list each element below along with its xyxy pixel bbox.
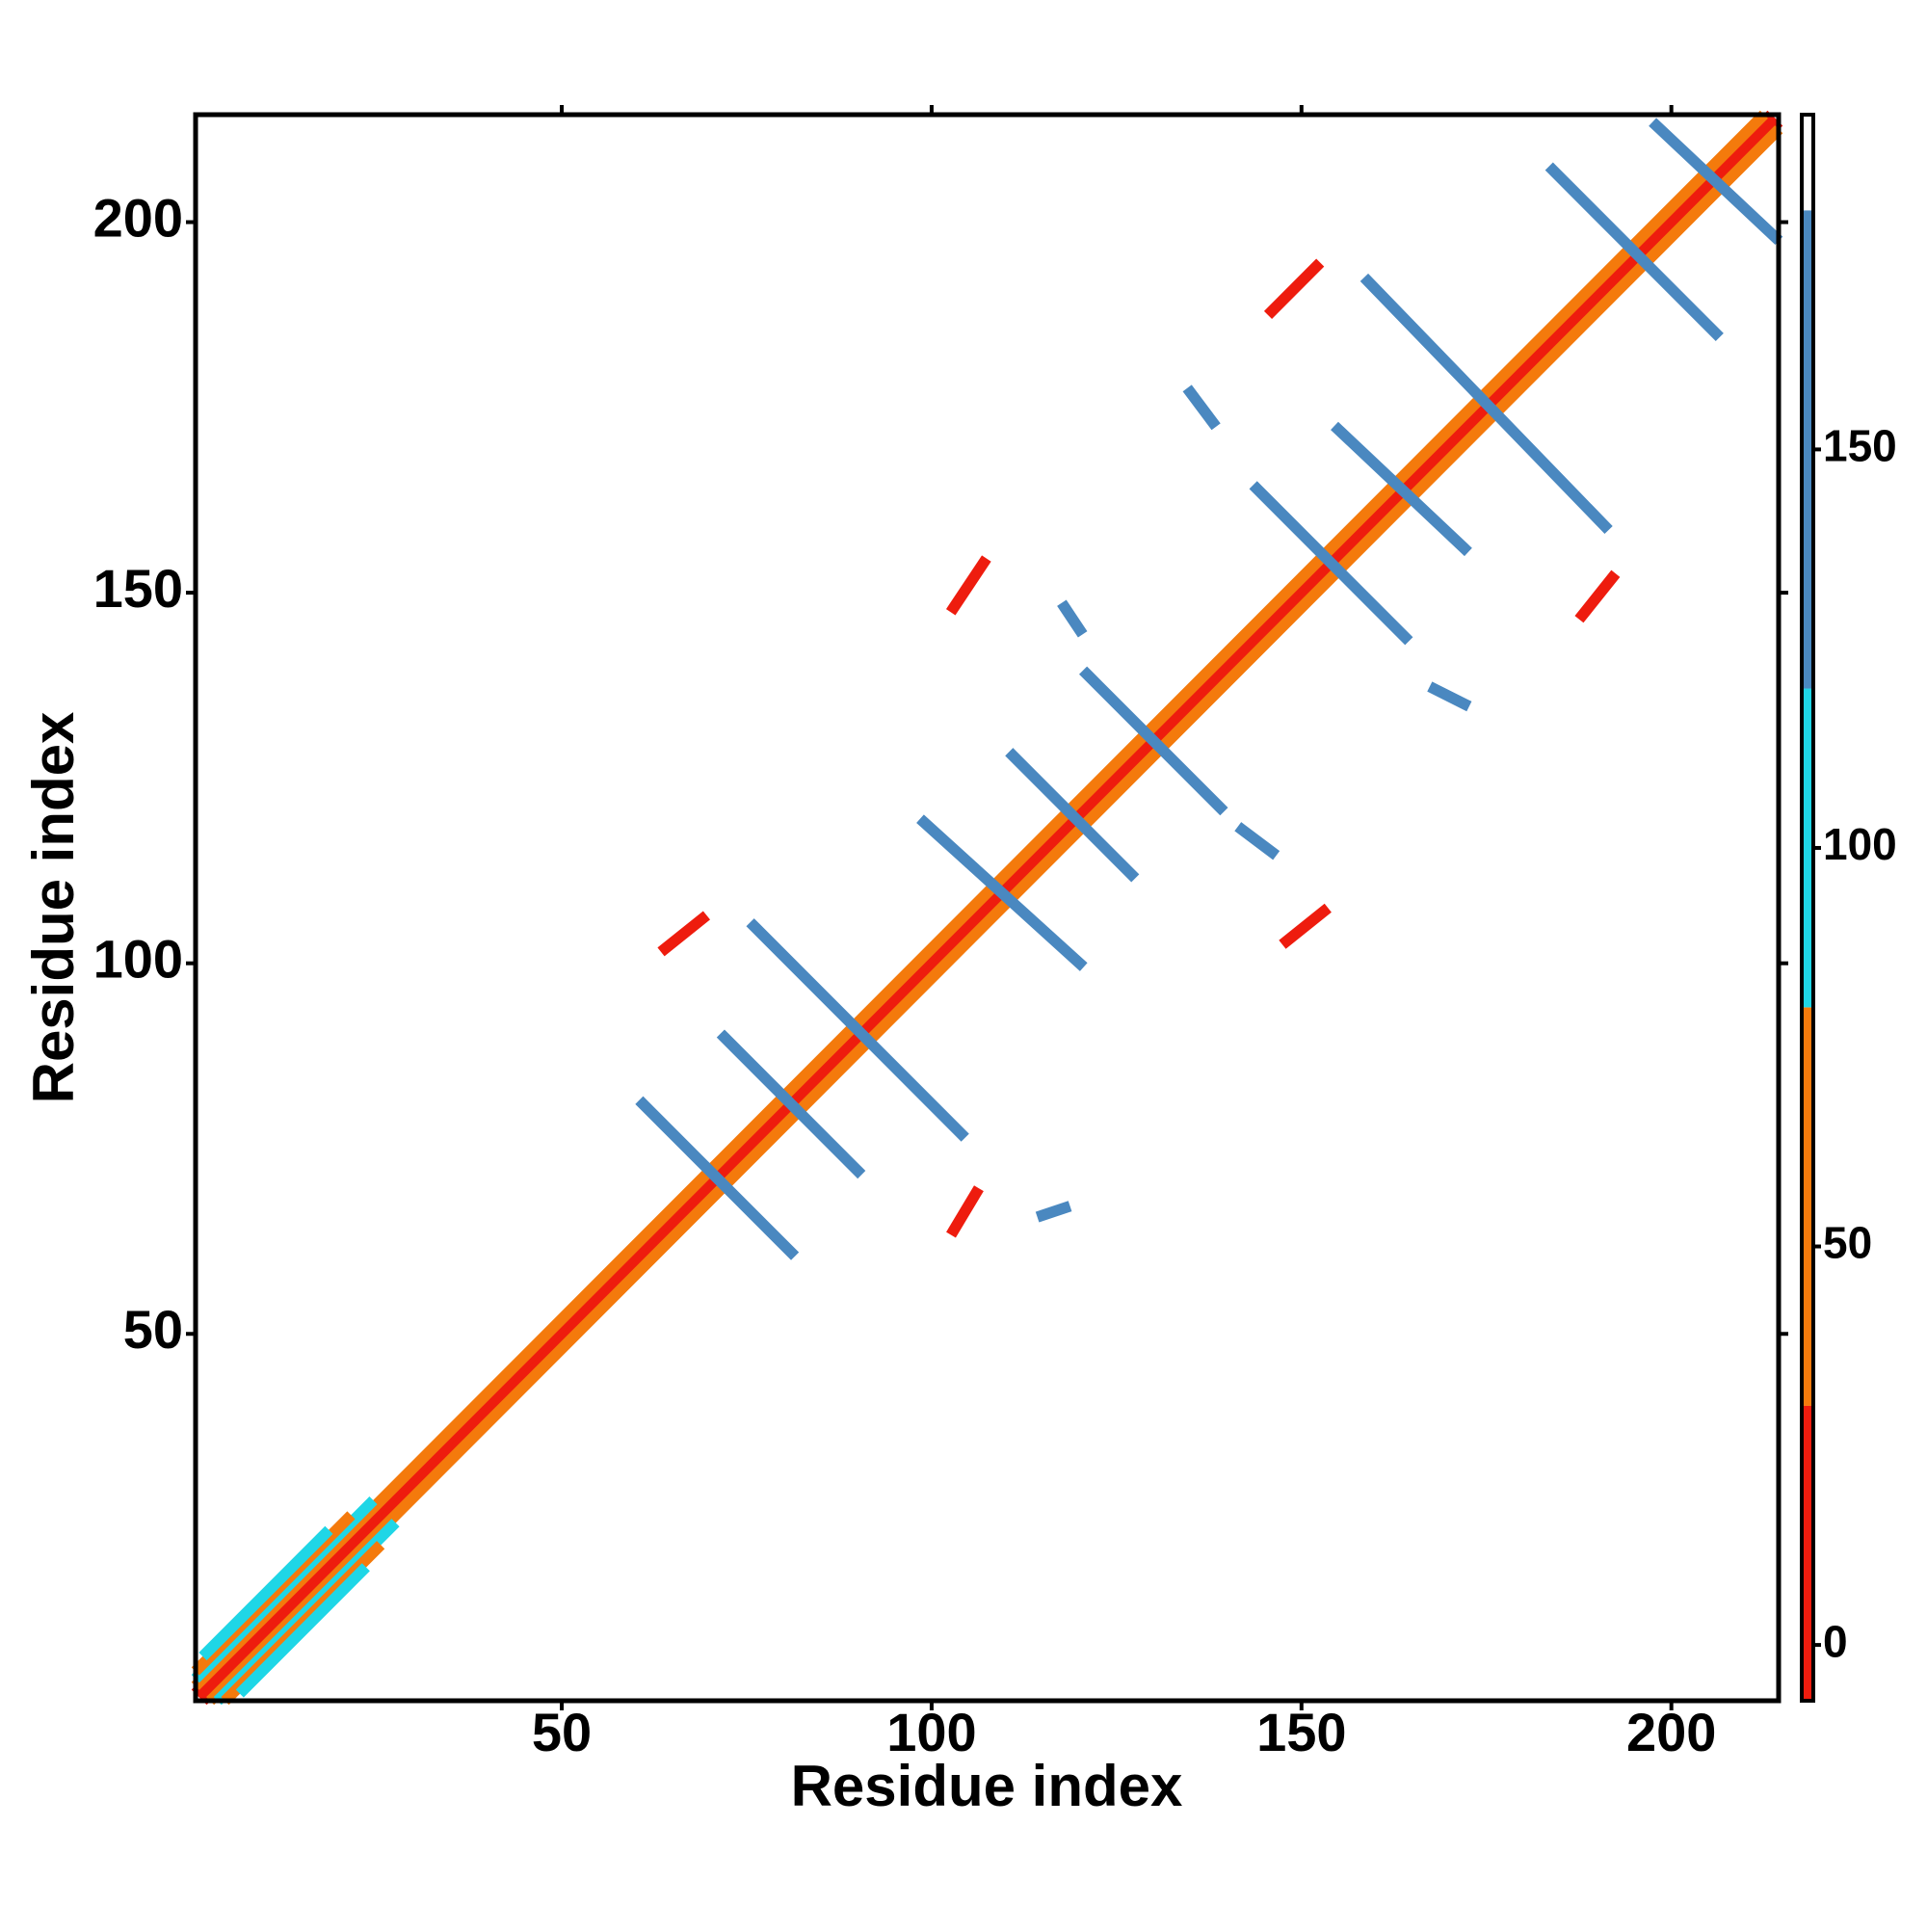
contact-segment bbox=[198, 1525, 333, 1661]
contact-segment bbox=[657, 911, 711, 957]
colorbar-bin bbox=[1802, 115, 1813, 211]
colorbar-frame bbox=[1800, 113, 1815, 1703]
colorbar-bin bbox=[1802, 1405, 1813, 1701]
contact-segment bbox=[946, 1185, 984, 1238]
contact-segment bbox=[1057, 599, 1088, 638]
contact-segment bbox=[1331, 421, 1472, 557]
contact-segment bbox=[1263, 258, 1325, 319]
x-tick-label: 50 bbox=[532, 1702, 592, 1762]
contact-segment bbox=[1005, 748, 1140, 883]
contact-segment bbox=[1249, 481, 1413, 646]
contact-segment bbox=[635, 1096, 800, 1260]
contact-segment bbox=[1544, 162, 1724, 342]
colorbar-bin bbox=[1802, 1007, 1813, 1406]
contact-segment bbox=[1234, 822, 1280, 860]
contact-segment bbox=[235, 1563, 370, 1698]
y-axis-label: Residue index bbox=[21, 712, 86, 1104]
colorbar-tick-label: 100 bbox=[1823, 819, 1897, 869]
y-tick-label: 50 bbox=[123, 1299, 183, 1360]
colorbar-tick-label: 50 bbox=[1823, 1218, 1872, 1268]
contact-segment bbox=[716, 1029, 866, 1179]
contact-segment bbox=[191, 110, 1768, 1690]
contact-segment bbox=[1427, 681, 1472, 712]
contact-segment bbox=[1279, 903, 1332, 949]
heatmap-cells bbox=[191, 110, 1783, 1706]
contact-segment bbox=[916, 814, 1088, 971]
contact-segment bbox=[1079, 666, 1228, 816]
contact-segment bbox=[1035, 1201, 1072, 1223]
contact-segment bbox=[945, 555, 991, 616]
contact-segment bbox=[1649, 118, 1783, 246]
y-tick-label: 100 bbox=[93, 928, 183, 989]
x-axis-label: Residue index bbox=[791, 1754, 1183, 1818]
colorbar-tick-label: 0 bbox=[1823, 1616, 1848, 1666]
x-tick-label: 100 bbox=[886, 1702, 976, 1762]
contact-segment bbox=[1574, 569, 1621, 623]
contact-segment bbox=[1182, 384, 1221, 431]
y-tick-label: 200 bbox=[93, 187, 183, 248]
x-tick-label: 200 bbox=[1626, 1702, 1716, 1762]
colorbar-tick-label: 150 bbox=[1823, 421, 1897, 471]
contact-segment bbox=[746, 918, 969, 1142]
contact-segment bbox=[1359, 273, 1613, 535]
contact-segment bbox=[206, 125, 1783, 1706]
x-tick-label: 150 bbox=[1256, 1702, 1346, 1762]
colorbar-bin bbox=[1802, 688, 1813, 1008]
plot-frame bbox=[193, 112, 1782, 1704]
y-tick-label: 150 bbox=[93, 558, 183, 619]
colorbar-bin bbox=[1802, 210, 1813, 689]
